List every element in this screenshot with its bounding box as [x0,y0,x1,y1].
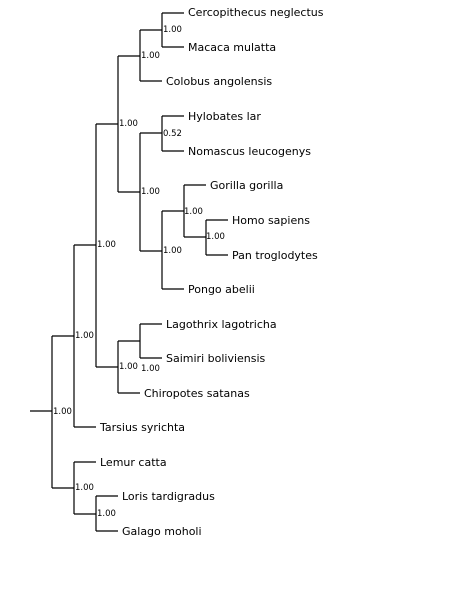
support-value: 1.00 [97,240,116,250]
taxon-label: Loris tardigradus [122,490,215,503]
support-value: 1.00 [119,362,138,372]
taxon-label: Hylobates lar [188,110,261,123]
taxon-label: Tarsius syrichta [99,421,185,434]
support-value: 1.00 [141,51,160,61]
support-value: 1.00 [75,483,94,493]
support-values: 1.00 1.00 0.52 1.00 1.00 1.00 1.00 1.00 … [53,25,225,519]
taxon-labels: Cercopithecus neglectus Macaca mulatta C… [99,6,324,538]
taxon-label: Nomascus leucogenys [188,145,311,158]
taxon-label: Cercopithecus neglectus [188,6,324,19]
support-value: 1.00 [206,232,225,242]
taxon-label: Galago moholi [122,525,202,538]
taxon-label: Pan troglodytes [232,249,318,262]
taxon-label: Colobus angolensis [166,75,272,88]
taxon-label: Pongo abelii [188,283,255,296]
taxon-label: Homo sapiens [232,214,310,227]
support-value: 1.00 [141,364,160,374]
support-value: 1.00 [141,187,160,197]
support-value: 1.00 [97,509,116,519]
support-value: 0.52 [163,129,182,139]
support-value: 1.00 [184,207,203,217]
support-value: 1.00 [163,25,182,35]
taxon-label: Macaca mulatta [188,41,276,54]
taxon-label: Chiropotes satanas [144,387,250,400]
taxon-label: Saimiri boliviensis [166,352,266,365]
taxon-label: Lemur catta [100,456,167,469]
support-value: 1.00 [75,331,94,341]
taxon-label: Gorilla gorilla [210,179,283,192]
support-value: 1.00 [163,246,182,256]
support-value: 1.00 [119,119,138,129]
support-value: 1.00 [53,407,72,417]
tree-branches [30,12,228,532]
taxon-label: Lagothrix lagotricha [166,318,277,331]
